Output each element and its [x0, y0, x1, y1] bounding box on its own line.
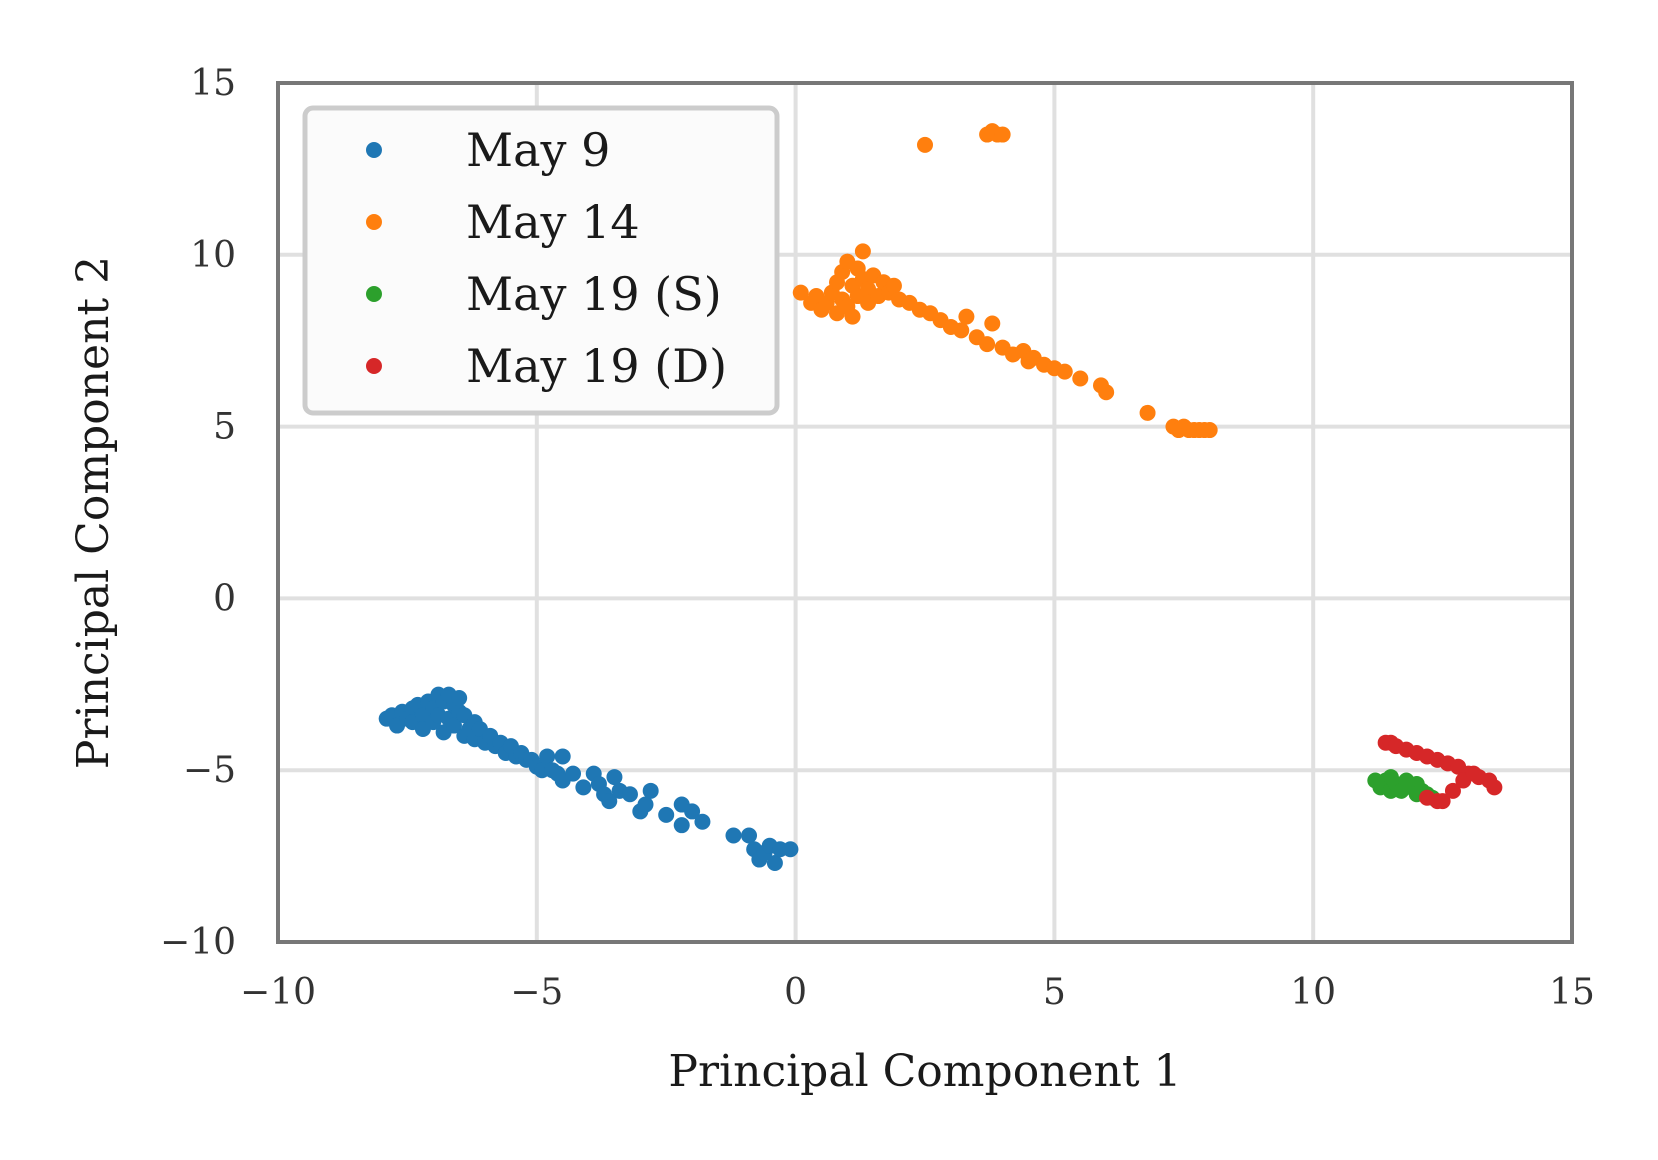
data-point	[984, 315, 1001, 332]
y-tick-label: 0	[213, 578, 236, 619]
data-point	[694, 813, 711, 830]
x-tick-label: 5	[1043, 972, 1066, 1013]
x-tick-label: 10	[1290, 972, 1336, 1013]
data-point	[994, 126, 1011, 143]
data-point	[1098, 384, 1115, 401]
data-point	[451, 690, 468, 707]
data-point	[1056, 363, 1073, 380]
data-point	[958, 308, 975, 325]
data-point	[1465, 765, 1482, 782]
y-tick-label: 10	[190, 235, 236, 276]
y-tick-label: 15	[190, 63, 236, 104]
data-point	[725, 827, 742, 844]
data-point	[1201, 422, 1218, 439]
data-point	[606, 769, 623, 786]
y-tick-label: −5	[183, 750, 236, 791]
legend-marker	[366, 214, 382, 230]
x-tick-label: −5	[510, 972, 563, 1013]
legend-label: May 14	[466, 195, 640, 249]
legend-marker	[366, 286, 382, 302]
data-point	[1444, 782, 1461, 799]
data-point	[621, 786, 638, 803]
data-point	[741, 827, 758, 844]
plot-frame	[276, 81, 1574, 944]
tick-labels: −10 −5 0 5 10 15 −10 −5 0 5 10 15	[160, 63, 1595, 1013]
x-tick-label: 0	[784, 972, 807, 1013]
data-point	[917, 136, 933, 153]
legend-label: May 19 (D)	[466, 339, 727, 393]
data-point	[565, 765, 582, 782]
data-point	[1434, 793, 1451, 810]
data-point	[1139, 404, 1156, 421]
data-point	[539, 748, 556, 765]
series-0	[378, 686, 799, 871]
data-point	[445, 717, 462, 734]
legend-label: May 9	[466, 123, 610, 177]
data-point	[979, 336, 996, 353]
data-point	[1486, 779, 1503, 796]
data-point	[642, 782, 659, 799]
x-tick-label: 15	[1549, 972, 1595, 1013]
legend-label: May 19 (S)	[466, 267, 722, 321]
x-tick-label: −10	[240, 972, 316, 1013]
y-tick-label: −10	[160, 922, 236, 963]
data-point	[854, 243, 871, 260]
series-1	[792, 123, 1218, 439]
legend-marker	[366, 142, 382, 158]
x-axis-title: Principal Component 1	[668, 1046, 1181, 1097]
y-tick-label: 5	[213, 407, 236, 448]
data-point	[601, 793, 618, 810]
series-3	[1377, 734, 1503, 810]
legend: May 9 May 14 May 19 (S) May 19 (D)	[302, 105, 780, 416]
data-point	[673, 817, 690, 834]
legend-box	[302, 105, 780, 416]
legend-marker	[366, 358, 382, 374]
data-point	[792, 284, 809, 301]
data-point	[637, 796, 654, 813]
data-points	[378, 123, 1503, 871]
data-point	[953, 322, 970, 339]
data-point	[766, 854, 783, 871]
data-point	[1072, 370, 1089, 387]
data-point	[554, 748, 571, 765]
data-point	[658, 806, 675, 823]
data-point	[575, 779, 592, 796]
y-axis-title: Principal Component 2	[68, 256, 119, 769]
data-point	[684, 803, 701, 820]
data-point	[885, 277, 902, 294]
data-point	[844, 308, 861, 325]
data-point	[782, 841, 799, 858]
grid-lines	[276, 81, 1574, 944]
